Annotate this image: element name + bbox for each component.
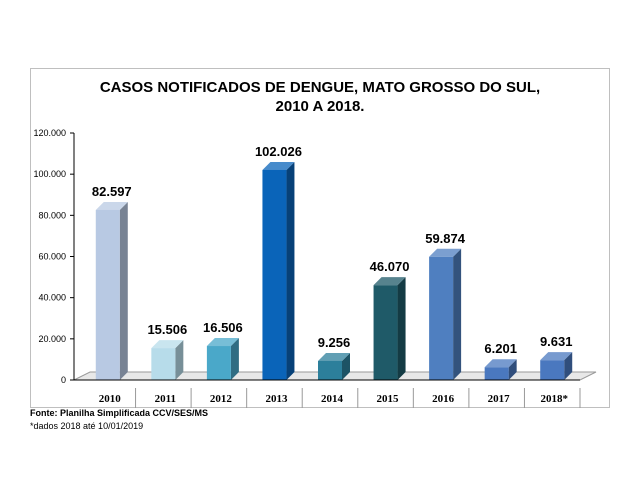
chart-title: CASOS NOTIFICADOS DE DENGUE, MATO GROSSO… bbox=[30, 78, 610, 116]
bar-side bbox=[230, 338, 239, 380]
data-label: 46.070 bbox=[370, 259, 410, 274]
y-tick-label: 0 bbox=[61, 375, 66, 385]
bar-top bbox=[206, 338, 239, 347]
x-tick-label: 2017 bbox=[488, 393, 511, 405]
bar-side bbox=[508, 359, 517, 380]
chart-title-line-1: CASOS NOTIFICADOS DE DENGUE, MATO GROSSO… bbox=[99, 79, 541, 96]
bar-top bbox=[151, 340, 184, 349]
bar-top bbox=[95, 201, 128, 210]
data-label: 102.026 bbox=[255, 144, 302, 159]
bar-top bbox=[484, 359, 517, 368]
bar bbox=[95, 209, 120, 380]
x-tick-label: 2014 bbox=[321, 393, 344, 405]
x-tick-label: 2012 bbox=[210, 393, 233, 405]
chart-title-line-2: 2010 A 2018. bbox=[275, 98, 365, 115]
bar-top bbox=[318, 352, 350, 361]
bar bbox=[151, 348, 176, 380]
data-label: 59.874 bbox=[425, 231, 466, 246]
x-tick-label: 2010 bbox=[99, 393, 122, 405]
y-tick-label: 40.000 bbox=[38, 293, 66, 303]
source-note: Fonte: Planilha Simplificada CCV/SES/MS bbox=[30, 408, 209, 418]
x-tick-label: 2015 bbox=[377, 393, 400, 405]
bar-side bbox=[564, 352, 573, 380]
bar-side bbox=[342, 352, 350, 380]
data-label: 82.597 bbox=[92, 184, 132, 199]
bar-top bbox=[429, 248, 462, 257]
y-tick-label: 20.000 bbox=[38, 334, 66, 344]
bar bbox=[540, 360, 565, 380]
y-tick-label: 120.000 bbox=[33, 128, 66, 138]
y-tick-label: 80.000 bbox=[38, 210, 66, 220]
bar bbox=[429, 256, 454, 380]
y-tick-label: 100.000 bbox=[33, 169, 66, 179]
x-tick-label: 2016 bbox=[432, 393, 455, 405]
bar-side bbox=[175, 340, 184, 380]
data-label: 9.256 bbox=[318, 335, 351, 350]
bar-top bbox=[373, 277, 406, 286]
x-tick-label: 2018* bbox=[540, 393, 568, 405]
bar-side bbox=[119, 201, 128, 380]
y-tick-label: 60.000 bbox=[38, 252, 66, 262]
data-note: *dados 2018 até 10/01/2019 bbox=[30, 421, 144, 431]
bar-top bbox=[262, 161, 295, 170]
x-tick-label: 2011 bbox=[155, 393, 176, 405]
bar bbox=[484, 367, 509, 380]
data-label: 15.506 bbox=[147, 322, 187, 337]
bar-top bbox=[540, 352, 573, 361]
data-label: 9.631 bbox=[540, 334, 573, 349]
bar bbox=[262, 169, 287, 380]
data-label: 16.506 bbox=[203, 320, 243, 335]
bar-side bbox=[453, 248, 462, 380]
bar bbox=[373, 285, 398, 380]
x-tick-label: 2013 bbox=[265, 393, 288, 405]
bar bbox=[318, 360, 342, 380]
bar-side bbox=[397, 277, 406, 380]
bar-side bbox=[286, 161, 295, 380]
bar bbox=[206, 346, 231, 380]
data-label: 6.201 bbox=[484, 341, 517, 356]
